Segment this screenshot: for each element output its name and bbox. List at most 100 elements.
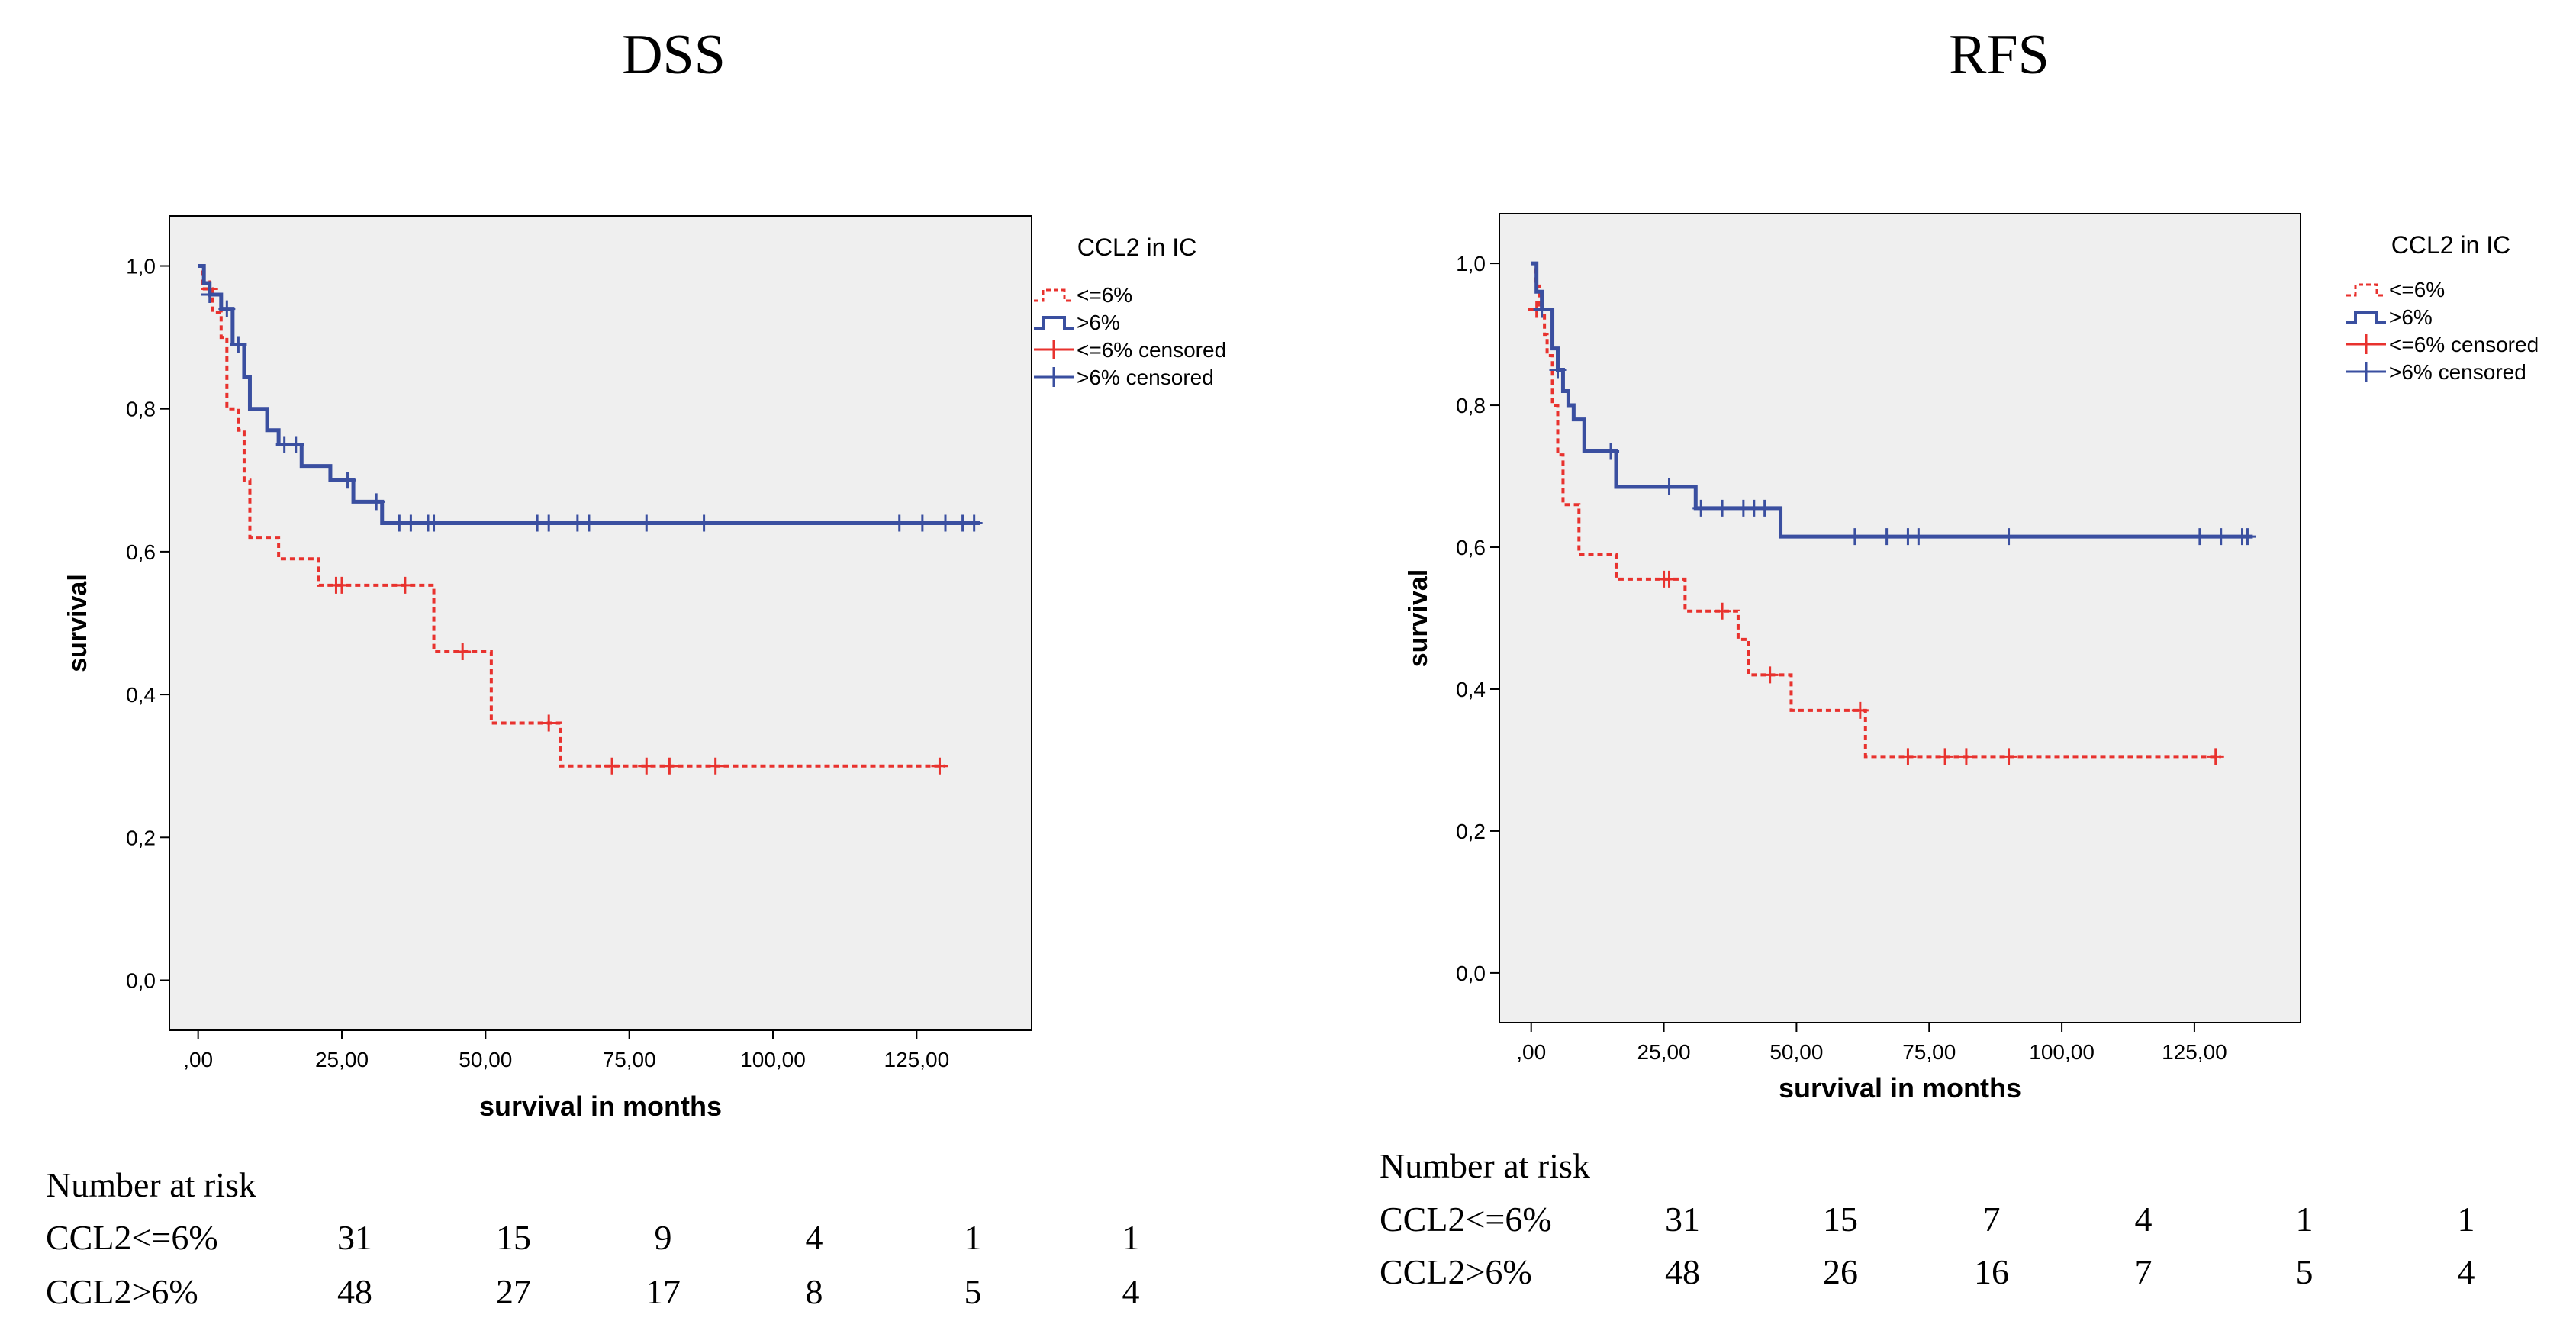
risk-row-label: CCL2<=6% — [46, 1218, 218, 1257]
censor-mark-high — [402, 514, 420, 532]
legend-swatch-censor — [2346, 334, 2386, 354]
panel-dss: DSS 0,0 0,2 0,4 0,6 0,8 1,0 ,00 25,00 50,00 75,00 1… — [46, 24, 1226, 1311]
risk-value: 5 — [2296, 1252, 2314, 1291]
x-tick-label: 100,00 — [2029, 1040, 2095, 1064]
risk-value: 4 — [2135, 1200, 2153, 1239]
legend-entry: >6% — [1077, 311, 1120, 334]
legend-swatch-line — [2346, 283, 2386, 297]
censor-mark-high — [1878, 528, 1895, 546]
legend-swatch-line — [1034, 316, 1074, 330]
x-tick-label: 100,00 — [740, 1048, 806, 1071]
y-tick-label: 0,4 — [126, 683, 156, 707]
censor-mark-high — [1549, 361, 1567, 379]
censor-mark-low — [396, 576, 414, 594]
y-axis-label: survival — [1404, 569, 1433, 668]
plot-area — [169, 215, 1032, 1031]
panel-title: DSS — [622, 24, 726, 86]
x-tick-label: 75,00 — [1902, 1040, 1956, 1064]
risk-table-header: Number at risk — [1380, 1146, 1590, 1185]
x-tick-label: 50,00 — [1769, 1040, 1823, 1064]
legend-title: CCL2 in IC — [1077, 234, 1197, 261]
legend-swatch-censor — [2346, 362, 2386, 382]
risk-value: 4 — [2458, 1252, 2475, 1291]
y-tick-label: 0,4 — [1456, 678, 1486, 701]
censor-mark-low — [2207, 748, 2224, 765]
legend-entry: <=6% censored — [2389, 333, 2539, 356]
risk-value: 31 — [337, 1218, 372, 1257]
risk-value: 1 — [1122, 1218, 1140, 1257]
y-tick-label: 0,8 — [1456, 394, 1486, 417]
censor-mark-high — [937, 514, 954, 532]
y-tick-label: 0,6 — [1456, 536, 1486, 559]
risk-value: 7 — [1983, 1200, 2001, 1239]
risk-value: 4 — [806, 1218, 823, 1257]
censor-mark-high — [2239, 528, 2256, 546]
legend-swatch-censor — [1034, 367, 1074, 387]
x-tick-label: 125,00 — [2162, 1040, 2227, 1064]
censor-mark-high — [1846, 528, 1863, 546]
risk-value: 15 — [1823, 1200, 1858, 1239]
panel-rfs: RFS 0,0 0,2 0,4 0,6 0,8 1,0 ,00 25,00 50,00 75,00 1… — [1380, 24, 2539, 1291]
risk-value: 17 — [646, 1272, 681, 1311]
legend-entry: >6% — [2389, 305, 2433, 329]
plot-area — [1499, 213, 2301, 1023]
legend-swatch-line — [2346, 311, 2386, 324]
censor-mark-high — [695, 514, 713, 532]
censor-mark-high — [580, 514, 597, 532]
legend-entry: <=6% — [2389, 278, 2445, 301]
risk-table-header: Number at risk — [46, 1165, 256, 1204]
risk-value: 48 — [1665, 1252, 1700, 1291]
y-tick-label: 0,0 — [1456, 962, 1486, 985]
risk-value: 1 — [2296, 1200, 2314, 1239]
x-tick-label: ,00 — [183, 1048, 213, 1071]
censor-mark-high — [540, 514, 558, 532]
risk-value: 9 — [655, 1218, 672, 1257]
censor-mark-high — [890, 514, 908, 532]
y-tick-label: 0,8 — [126, 398, 156, 421]
risk-row-label: CCL2>6% — [46, 1272, 198, 1311]
risk-value: 1 — [964, 1218, 982, 1257]
censor-mark-high — [1660, 478, 1678, 495]
y-tick-label: 1,0 — [1456, 252, 1486, 276]
censor-mark-low — [638, 757, 655, 775]
risk-value: 31 — [1665, 1200, 1700, 1239]
risk-value: 7 — [2135, 1252, 2153, 1291]
legend-entry: >6% censored — [1077, 366, 1214, 389]
censor-mark-high — [913, 514, 931, 532]
risk-value: 16 — [1974, 1252, 2009, 1291]
censor-mark-low — [1851, 701, 1869, 719]
risk-value: 27 — [496, 1272, 531, 1311]
censor-mark-high — [368, 493, 385, 511]
y-tick-label: 0,2 — [1456, 820, 1486, 843]
y-tick-label: 0,2 — [126, 826, 156, 849]
censor-mark-high — [339, 472, 356, 489]
censor-mark-low — [707, 757, 724, 775]
x-axis-label: survival in months — [479, 1091, 722, 1122]
panel-title: RFS — [1949, 24, 2050, 86]
legend-entry: <=6% censored — [1077, 338, 1226, 362]
risk-value: 48 — [337, 1272, 372, 1311]
x-tick-label: 25,00 — [1637, 1040, 1691, 1064]
x-tick-label: 50,00 — [459, 1048, 512, 1071]
censor-mark-high — [1910, 528, 1927, 546]
censor-mark-low — [661, 757, 678, 775]
y-tick-label: 1,0 — [126, 255, 156, 279]
censor-mark-high — [1714, 499, 1731, 517]
x-tick-label: 75,00 — [603, 1048, 656, 1071]
legend-swatch-line — [1034, 288, 1074, 302]
y-tick-label: 0,0 — [126, 968, 156, 992]
legend-entry: >6% censored — [2389, 360, 2526, 384]
censor-mark-high — [201, 285, 218, 303]
censor-mark-high — [230, 336, 247, 353]
risk-value: 4 — [1122, 1272, 1140, 1311]
censor-mark-high — [287, 436, 304, 453]
censor-mark-low — [1714, 602, 1731, 620]
censor-mark-high — [1533, 301, 1550, 318]
censor-mark-high — [1602, 443, 1620, 460]
censor-mark-high — [1756, 499, 1773, 517]
censor-mark-low — [1660, 570, 1678, 588]
censor-mark-high — [218, 300, 236, 317]
censor-mark-low — [454, 643, 472, 660]
y-tick-label: 0,6 — [126, 540, 156, 564]
x-tick-label: ,00 — [1516, 1040, 1546, 1064]
